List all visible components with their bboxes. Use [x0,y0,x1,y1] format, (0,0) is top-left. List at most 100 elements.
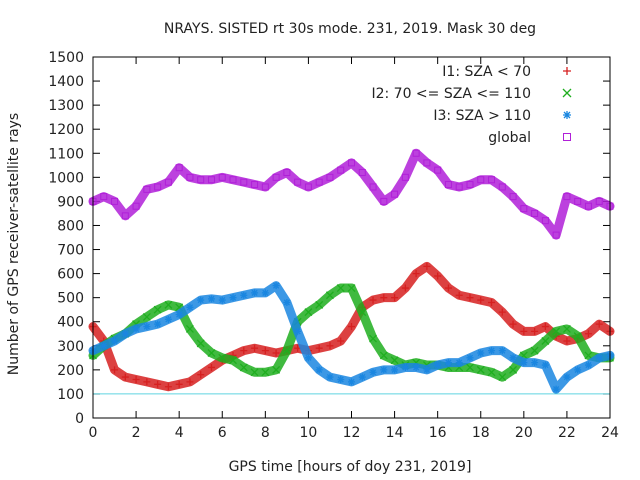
series-0-point-36 [477,296,485,304]
series-2-point-16 [261,289,269,297]
series-2-point-26 [369,368,377,376]
series-1-point-36 [476,365,485,374]
series-3-point-33 [444,181,452,189]
series-2-point-27 [380,366,388,374]
series-2-point-4 [132,325,140,333]
y-tick-label-8: 800 [57,218,84,234]
series-2 [88,281,615,394]
series-3-point-6 [154,183,162,191]
series-3-point-42 [541,217,549,225]
series-1-point-21 [315,300,324,309]
series-2-point-22 [326,373,334,381]
series-2-point-5 [143,323,151,331]
series-0-point-31 [423,262,431,270]
series-3-point-10 [197,176,205,184]
series-0-point-42 [541,323,549,331]
series-2-point-20 [304,354,312,362]
series-2-point-31 [423,366,431,374]
series-0-point-3 [121,373,129,381]
series-1-point-10 [196,339,205,348]
series-1-point-45 [573,332,582,341]
series-3-point-36 [477,176,485,184]
series-0-point-44 [563,337,571,345]
chart-title: NRAYS. SISTED rt 30s mode. 231, 2019. Ma… [164,21,536,37]
series-2-point-19 [294,327,302,335]
series-2-point-15 [251,289,259,297]
series-3-point-39 [509,193,517,201]
x-tick-label-11: 22 [558,425,576,441]
series-1-point-12 [218,353,227,362]
series-0-point-26 [369,296,377,304]
series-2-point-47 [595,354,603,362]
series-2-point-17 [272,282,280,290]
series-1-point-27 [379,351,388,360]
series-3-point-4 [132,202,140,210]
series-3-point-1 [100,193,108,201]
series-3-point-37 [488,176,496,184]
series-0-point-6 [154,380,162,388]
series-3-point-19 [294,178,302,186]
series-2-point-7 [164,315,172,323]
series-1-point-14 [239,363,248,372]
series-1-point-15 [250,368,259,377]
series-2-point-2 [111,337,119,345]
y-tick-label-1: 100 [57,387,84,403]
x-tick-label-4: 8 [261,425,270,441]
series-3-point-47 [595,197,603,205]
series-0-point-22 [326,342,334,350]
series-3-point-21 [315,178,323,186]
x-tick-label-3: 6 [218,425,227,441]
series-0-point-23 [337,337,345,345]
series-0-point-37 [488,298,496,306]
series-3-point-38 [498,183,506,191]
series-0-point-14 [240,347,248,355]
x-tick-label-1: 2 [132,425,141,441]
y-axis-label: Number of GPS receiver-satellite rays [6,113,22,375]
series-2-point-44 [563,373,571,381]
series-1-point-44 [562,324,571,333]
series-1-point-35 [466,363,474,372]
axis-ticks: 0 2 4 6 8 10 12 14 16 18 20 22 240100200300400500600… [48,50,619,441]
series-0-point-2 [111,366,119,374]
series-1-point-11 [207,349,216,357]
legend: I1: SZA < 70 I2: 70 <= SZA <= 110 I3: SZA … [371,64,572,146]
series-1-point-25 [358,308,367,317]
series-3-point-3 [121,212,129,220]
series-2-point-23 [337,375,345,383]
series-3-point-24 [348,159,355,167]
series-1-point-43 [552,327,561,336]
series-0-point-39 [509,320,517,328]
series-3-point-18 [283,169,291,177]
series-3-point-31 [423,159,431,167]
x-tick-label-10: 20 [515,425,533,441]
series-3 [88,148,615,240]
series-1 [88,283,615,382]
x-tick-label-12: 24 [601,425,619,441]
series-3-point-23 [337,166,345,174]
series-0-point-33 [444,284,452,292]
series-0-point-40 [520,327,528,335]
series-0-point-4 [132,375,140,383]
series-0-point-15 [251,344,259,352]
y-tick-label-4: 400 [57,315,84,331]
series-0-point-7 [164,383,172,391]
series-2-point-40 [520,359,528,367]
series-3-point-20 [304,183,312,191]
series-2-point-9 [186,303,194,311]
series-2-point-37 [488,347,496,355]
series-2-point-1 [100,342,108,350]
series-2-point-45 [574,366,582,374]
series-2-point-8 [175,311,183,319]
x-tick-label-9: 18 [472,425,490,441]
series-2-point-30 [412,363,420,371]
series-0-point-10 [197,371,205,379]
series-1-point-26 [369,334,378,343]
series-2-point-21 [315,366,323,374]
series-0-point-21 [315,344,323,352]
series-1-point-41 [530,346,539,355]
series-1-point-42 [541,337,550,345]
series-3-point-45 [574,197,582,205]
series-3-point-8 [175,164,183,172]
series-2-point-33 [444,359,452,367]
plot-frame [92,56,611,419]
